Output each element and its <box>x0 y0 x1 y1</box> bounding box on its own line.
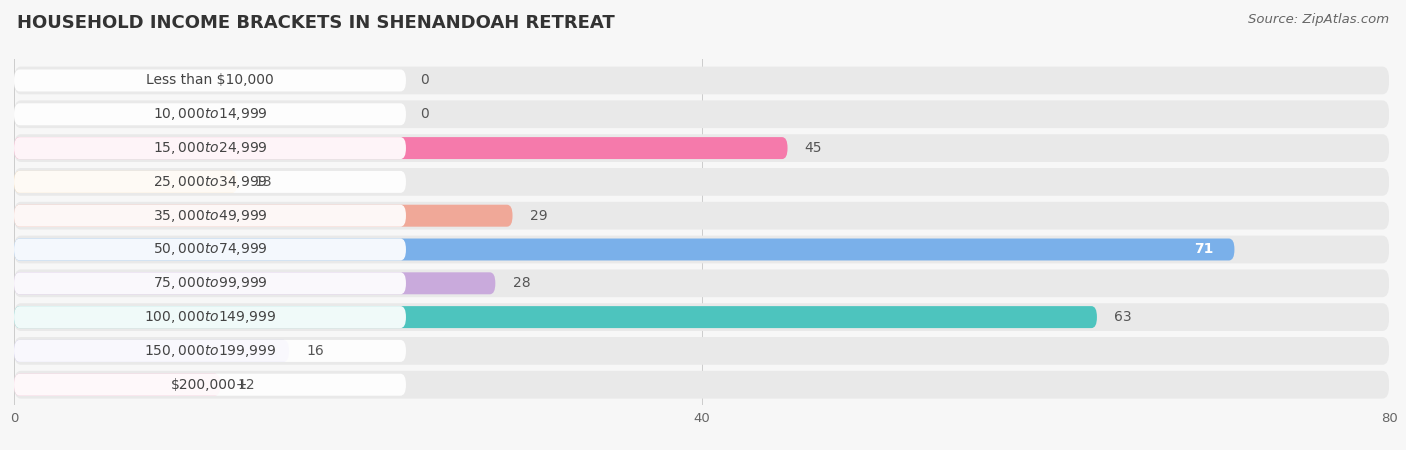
Text: $50,000 to $74,999: $50,000 to $74,999 <box>153 242 267 257</box>
Text: $150,000 to $199,999: $150,000 to $199,999 <box>143 343 276 359</box>
FancyBboxPatch shape <box>14 236 1389 263</box>
FancyBboxPatch shape <box>14 306 1097 328</box>
FancyBboxPatch shape <box>14 270 1389 297</box>
FancyBboxPatch shape <box>14 205 406 227</box>
Text: 71: 71 <box>1195 243 1213 256</box>
Text: 0: 0 <box>420 107 429 122</box>
FancyBboxPatch shape <box>14 202 1389 230</box>
FancyBboxPatch shape <box>14 272 406 294</box>
Text: 29: 29 <box>530 209 547 223</box>
FancyBboxPatch shape <box>14 137 787 159</box>
FancyBboxPatch shape <box>14 374 406 396</box>
FancyBboxPatch shape <box>14 371 1389 399</box>
FancyBboxPatch shape <box>14 340 290 362</box>
Text: $10,000 to $14,999: $10,000 to $14,999 <box>153 106 267 122</box>
FancyBboxPatch shape <box>14 272 495 294</box>
FancyBboxPatch shape <box>14 340 406 362</box>
Text: $75,000 to $99,999: $75,000 to $99,999 <box>153 275 267 291</box>
FancyBboxPatch shape <box>14 303 1389 331</box>
Text: $200,000+: $200,000+ <box>172 378 249 392</box>
Text: Less than $10,000: Less than $10,000 <box>146 73 274 87</box>
Text: $25,000 to $34,999: $25,000 to $34,999 <box>153 174 267 190</box>
Text: 45: 45 <box>804 141 823 155</box>
Text: 13: 13 <box>254 175 273 189</box>
Text: $100,000 to $149,999: $100,000 to $149,999 <box>143 309 276 325</box>
FancyBboxPatch shape <box>14 306 406 328</box>
Text: HOUSEHOLD INCOME BRACKETS IN SHENANDOAH RETREAT: HOUSEHOLD INCOME BRACKETS IN SHENANDOAH … <box>17 14 614 32</box>
FancyBboxPatch shape <box>14 100 1389 128</box>
FancyBboxPatch shape <box>14 134 1389 162</box>
FancyBboxPatch shape <box>14 171 238 193</box>
FancyBboxPatch shape <box>14 238 1234 261</box>
FancyBboxPatch shape <box>14 104 406 125</box>
FancyBboxPatch shape <box>14 69 406 91</box>
FancyBboxPatch shape <box>14 168 1389 196</box>
FancyBboxPatch shape <box>14 374 221 396</box>
FancyBboxPatch shape <box>14 337 1389 365</box>
FancyBboxPatch shape <box>14 171 406 193</box>
Text: Source: ZipAtlas.com: Source: ZipAtlas.com <box>1249 14 1389 27</box>
FancyBboxPatch shape <box>14 238 406 261</box>
FancyBboxPatch shape <box>14 205 513 227</box>
FancyBboxPatch shape <box>14 67 1389 94</box>
FancyBboxPatch shape <box>14 137 406 159</box>
Text: 12: 12 <box>238 378 254 392</box>
Text: 63: 63 <box>1114 310 1132 324</box>
Text: $15,000 to $24,999: $15,000 to $24,999 <box>153 140 267 156</box>
Text: 0: 0 <box>420 73 429 87</box>
Text: 28: 28 <box>513 276 530 290</box>
Text: $35,000 to $49,999: $35,000 to $49,999 <box>153 208 267 224</box>
Text: 16: 16 <box>307 344 323 358</box>
